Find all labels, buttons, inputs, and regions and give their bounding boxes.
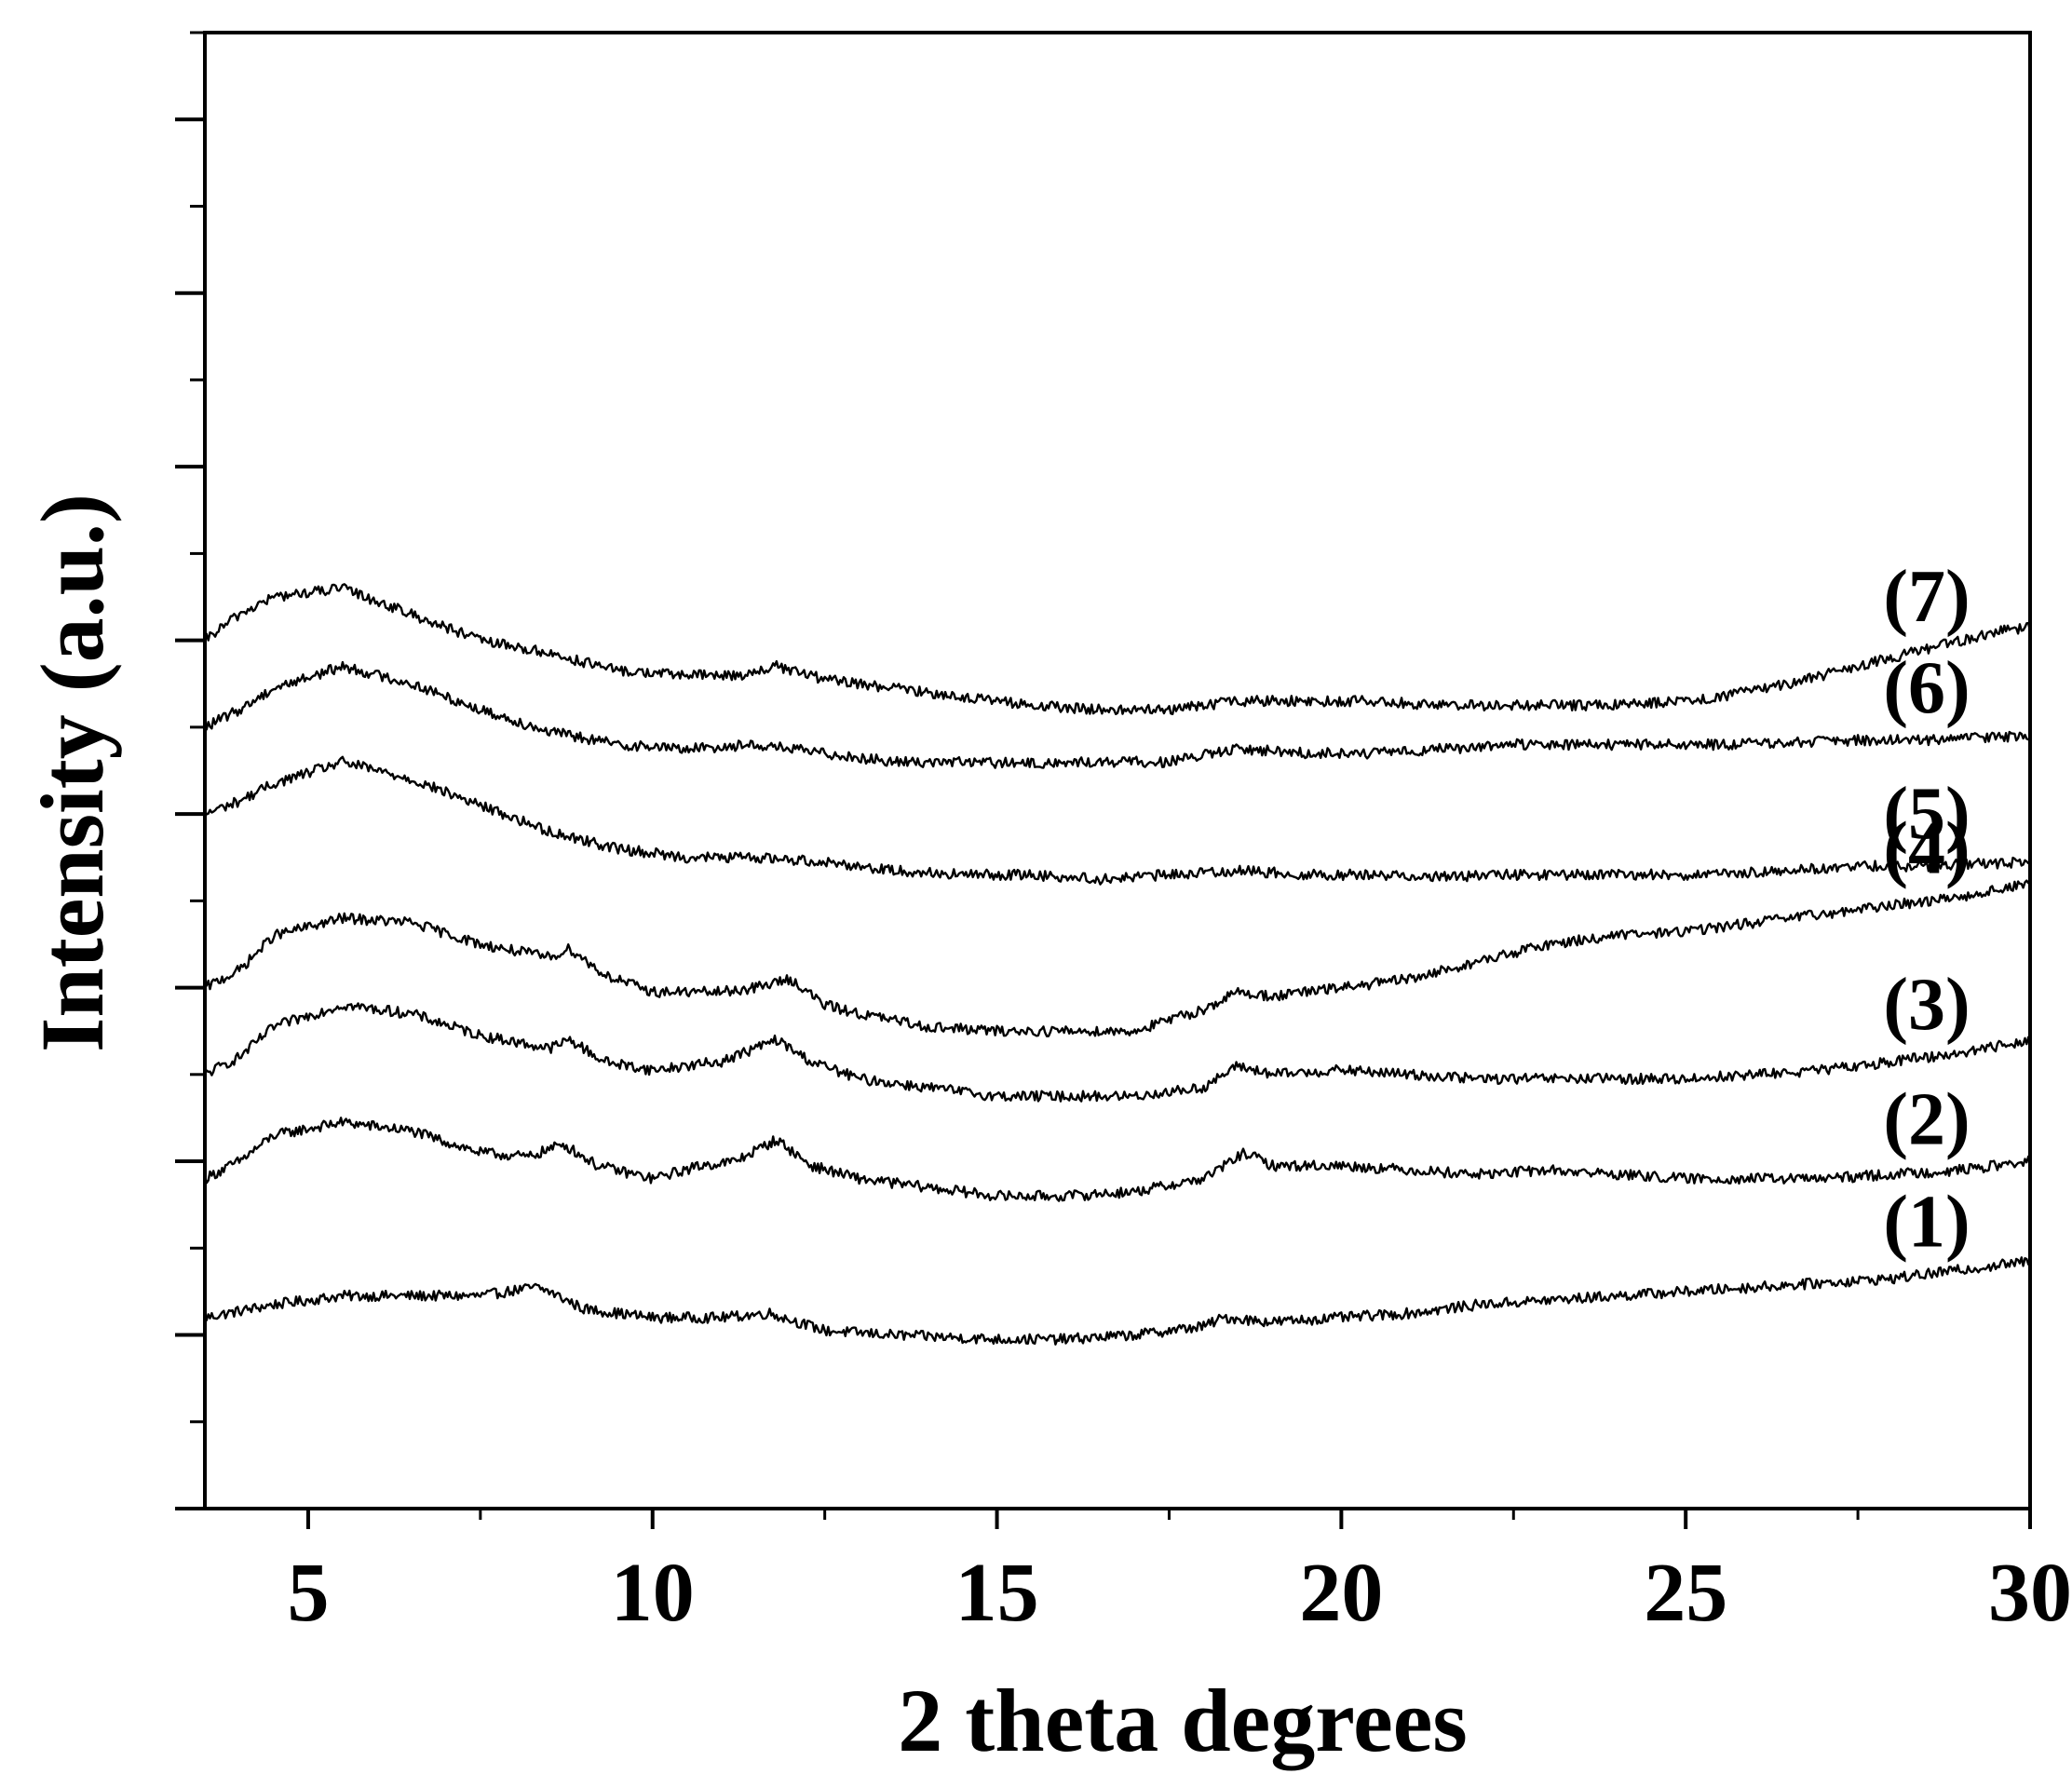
- series-line-5: [203, 755, 2031, 886]
- labels-layer: 5 10 15 20 25 30 (1) (2) (3) (4)(5) (6) (7): [287, 556, 2072, 1639]
- series-line-2: [203, 1117, 2031, 1202]
- series-line-3: [204, 1002, 2031, 1103]
- series-label-3: (3): [1883, 964, 1970, 1046]
- x-tick-label: 30: [1988, 1547, 2072, 1639]
- x-tick-label: 5: [287, 1547, 329, 1639]
- series-line-4: [204, 879, 2031, 1037]
- series-line-7: [204, 583, 2032, 715]
- series-label-2: (2): [1883, 1079, 1970, 1161]
- axes-layer: [175, 31, 2032, 1529]
- x-tick-label: 25: [1644, 1547, 1727, 1639]
- plot-frame: [203, 31, 2032, 1510]
- y-axis-title: Intensity (a.u.): [22, 494, 122, 1052]
- series-label-4: (4): [1883, 807, 1970, 889]
- x-tick-label: 10: [611, 1547, 695, 1639]
- x-axis-title: 2 theta degrees: [898, 1671, 1467, 1770]
- x-tick-label: 15: [955, 1547, 1039, 1639]
- x-tick-label: 20: [1299, 1547, 1383, 1639]
- series-label-5: (5): [1883, 773, 1970, 855]
- series-label-7: (7): [1883, 556, 1970, 638]
- series-layer: [203, 583, 2032, 1346]
- series-line-6: [203, 660, 2031, 769]
- series-label-6: (6): [1883, 647, 1970, 729]
- series-line-1: [203, 1256, 2032, 1346]
- series-label-1: (1): [1883, 1181, 1970, 1263]
